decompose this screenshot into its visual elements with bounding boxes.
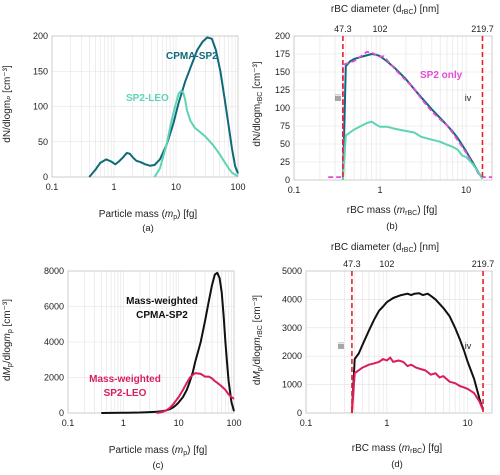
series-label-cpma-sp2: CPMA-SP2 [166, 51, 218, 62]
x-tick-label: 100 [226, 418, 241, 428]
y-tick-label: 3000 [282, 323, 302, 333]
axis-ylabel: dMp/dlogmp [cm⁻³] [2, 299, 14, 381]
x-tick-label: 10 [171, 182, 181, 192]
series-line-sp2-leo [341, 120, 484, 181]
series-line-sp2-leo [350, 356, 485, 414]
x-tick-label: 10 [461, 185, 471, 195]
panel-label: (b) [386, 221, 398, 232]
y-tick-label: 0 [43, 172, 48, 182]
chart-panel-a: 0.1 1 10 100 0 50 100 150 200 dN/dlogmₚ [cm⁻³] P… [2, 31, 246, 234]
x-tick-label: 100 [230, 182, 245, 192]
x-tick-label: 0.1 [300, 418, 313, 428]
y-tick-label: 4000 [44, 337, 64, 347]
top-tick-label: 102 [379, 259, 394, 269]
y-tick-label: 2000 [44, 373, 64, 383]
y-tick-label: 25 [280, 157, 290, 167]
y-tick-label: 5000 [282, 266, 302, 276]
panel-label: (d) [391, 459, 403, 470]
series-line-cpma-sp2 [88, 36, 239, 178]
axis-ylabel: dN/dlogmₚ [cm⁻³] [2, 65, 13, 143]
series-label-mw-cpma-line1: Mass-weighted [126, 296, 198, 307]
y-tick-label: 100 [33, 102, 48, 112]
series-label-sp2-leo: SP2-LEO [126, 93, 169, 104]
panel-label: (c) [152, 460, 163, 471]
top-tick-label: 47.3 [334, 24, 352, 34]
y-tick-label: 150 [275, 67, 290, 77]
x-tick-label: 10 [174, 418, 184, 428]
top-tick-label: 47.3 [343, 259, 361, 269]
x-tick-label: 10 [463, 418, 473, 428]
axis-xlabel: Particle mass (mp) [fg] [99, 209, 198, 221]
series-label-sp2-only: SP2 only [420, 70, 463, 81]
axis-xlabel: rBC mass (mrBC) [fg] [347, 205, 438, 217]
y-tick-label: 75 [280, 121, 290, 131]
chart-panel-c: 0.1 1 10 100 0 2000 4000 6000 8000 dMp/dlogmp [c… [2, 266, 242, 471]
axis-ylabel: dMp/dlogmrBC [cm⁻³] [252, 295, 264, 385]
x-tick-label: 1 [111, 182, 116, 192]
y-tick-label: 175 [275, 49, 290, 59]
x-tick-label: 0.1 [62, 418, 75, 428]
series-label-mw-cpma-line2: CPMA-SP2 [136, 310, 188, 321]
top-axis-label: rBC diameter (drBC) [nm] [331, 4, 439, 16]
vline-label-iii: iii [335, 93, 341, 103]
plot-frame [293, 35, 493, 181]
axis-xlabel: rBC mass (mrBC) [fg] [352, 443, 443, 455]
y-tick-label: 100 [275, 103, 290, 113]
y-tick-label: 0 [297, 408, 302, 418]
series-line-sp2-leo [153, 90, 239, 178]
panel-label: (a) [142, 223, 154, 234]
x-tick-label: 0.1 [288, 185, 301, 195]
top-axis-label: rBC diameter (drBC) [nm] [331, 242, 439, 254]
y-tick-label: 2000 [282, 351, 302, 361]
y-tick-label: 0 [285, 175, 290, 185]
top-tick-label: 102 [373, 24, 388, 34]
x-tick-label: 0.1 [46, 182, 59, 192]
y-tick-label: 50 [280, 139, 290, 149]
y-tick-label: 50 [38, 137, 48, 147]
axis-xlabel: Particle mass (mp) [fg] [109, 445, 208, 457]
y-tick-label: 8000 [44, 266, 64, 276]
y-tick-label: 150 [33, 66, 48, 76]
x-tick-label: 1 [121, 418, 126, 428]
y-tick-label: 0 [59, 408, 64, 418]
vline-label-iii: iii [338, 341, 344, 351]
y-tick-label: 1000 [282, 380, 302, 390]
y-tick-label: 6000 [44, 302, 64, 312]
series-line-mass-weighted-sp2-leo [156, 372, 235, 414]
series-line-sp2-only [328, 50, 492, 179]
vline-label-iv: iv [465, 93, 472, 103]
plot-frame [305, 270, 493, 414]
y-tick-label: 200 [275, 31, 290, 41]
series-label-mw-leo-line2: SP2-LEO [104, 388, 147, 399]
y-tick-label: 200 [33, 31, 48, 41]
vline-label-iv: iv [465, 341, 472, 351]
plot-frame [51, 35, 239, 178]
series-line-cpma-sp2 [350, 292, 485, 414]
series-label-mw-leo-line1: Mass-weighted [89, 374, 161, 385]
y-tick-label: 4000 [282, 294, 302, 304]
x-tick-label: 1 [384, 418, 389, 428]
y-tick-label: 125 [275, 85, 290, 95]
axis-ylabel: dN/dlogmrBC [cm⁻³] [252, 61, 264, 146]
top-tick-label: 219.7 [471, 24, 494, 34]
top-tick-label: 219.7 [472, 259, 495, 269]
x-tick-label: 1 [378, 185, 383, 195]
